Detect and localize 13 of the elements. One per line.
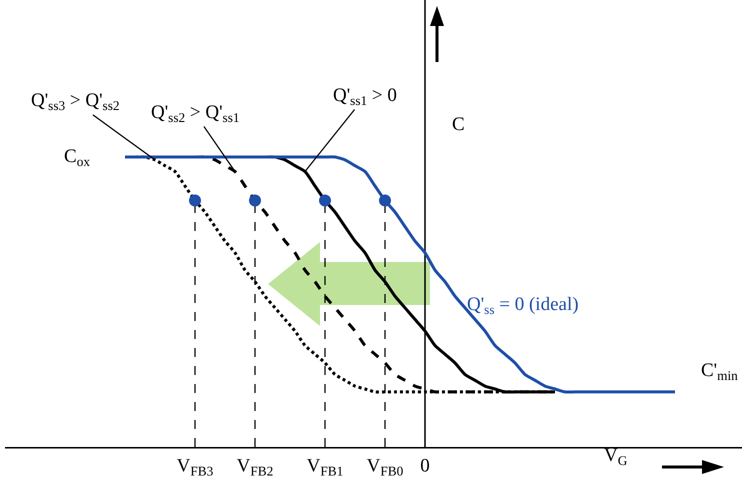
annotation: C'$_{min}$ <box>701 360 738 383</box>
x-tick-label: V$_{FB0}$ <box>366 455 404 478</box>
series-label: Q'$_{ss}$ = 0 (ideal) <box>467 294 579 317</box>
x-tick-label: V$_{FB3}$ <box>176 455 214 478</box>
x-axis-title: V$_{G}$ <box>604 445 628 468</box>
text: Q'$_{ss2}$ > Q'$_{ss1}$ <box>151 102 240 125</box>
x-tick-label: V$_{FB2}$ <box>236 455 274 478</box>
x-tick-label: V$_{FB1}$ <box>306 455 344 478</box>
text: Q'$_{ss3}$ > Q'$_{ss2}$ <box>31 90 120 113</box>
x-tick-label: 0 <box>420 455 430 476</box>
y-axis-title: C <box>452 114 465 135</box>
text: Q'$_{ss1}$ > 0 <box>333 85 397 108</box>
text: C$_{ox}$ <box>64 146 90 169</box>
